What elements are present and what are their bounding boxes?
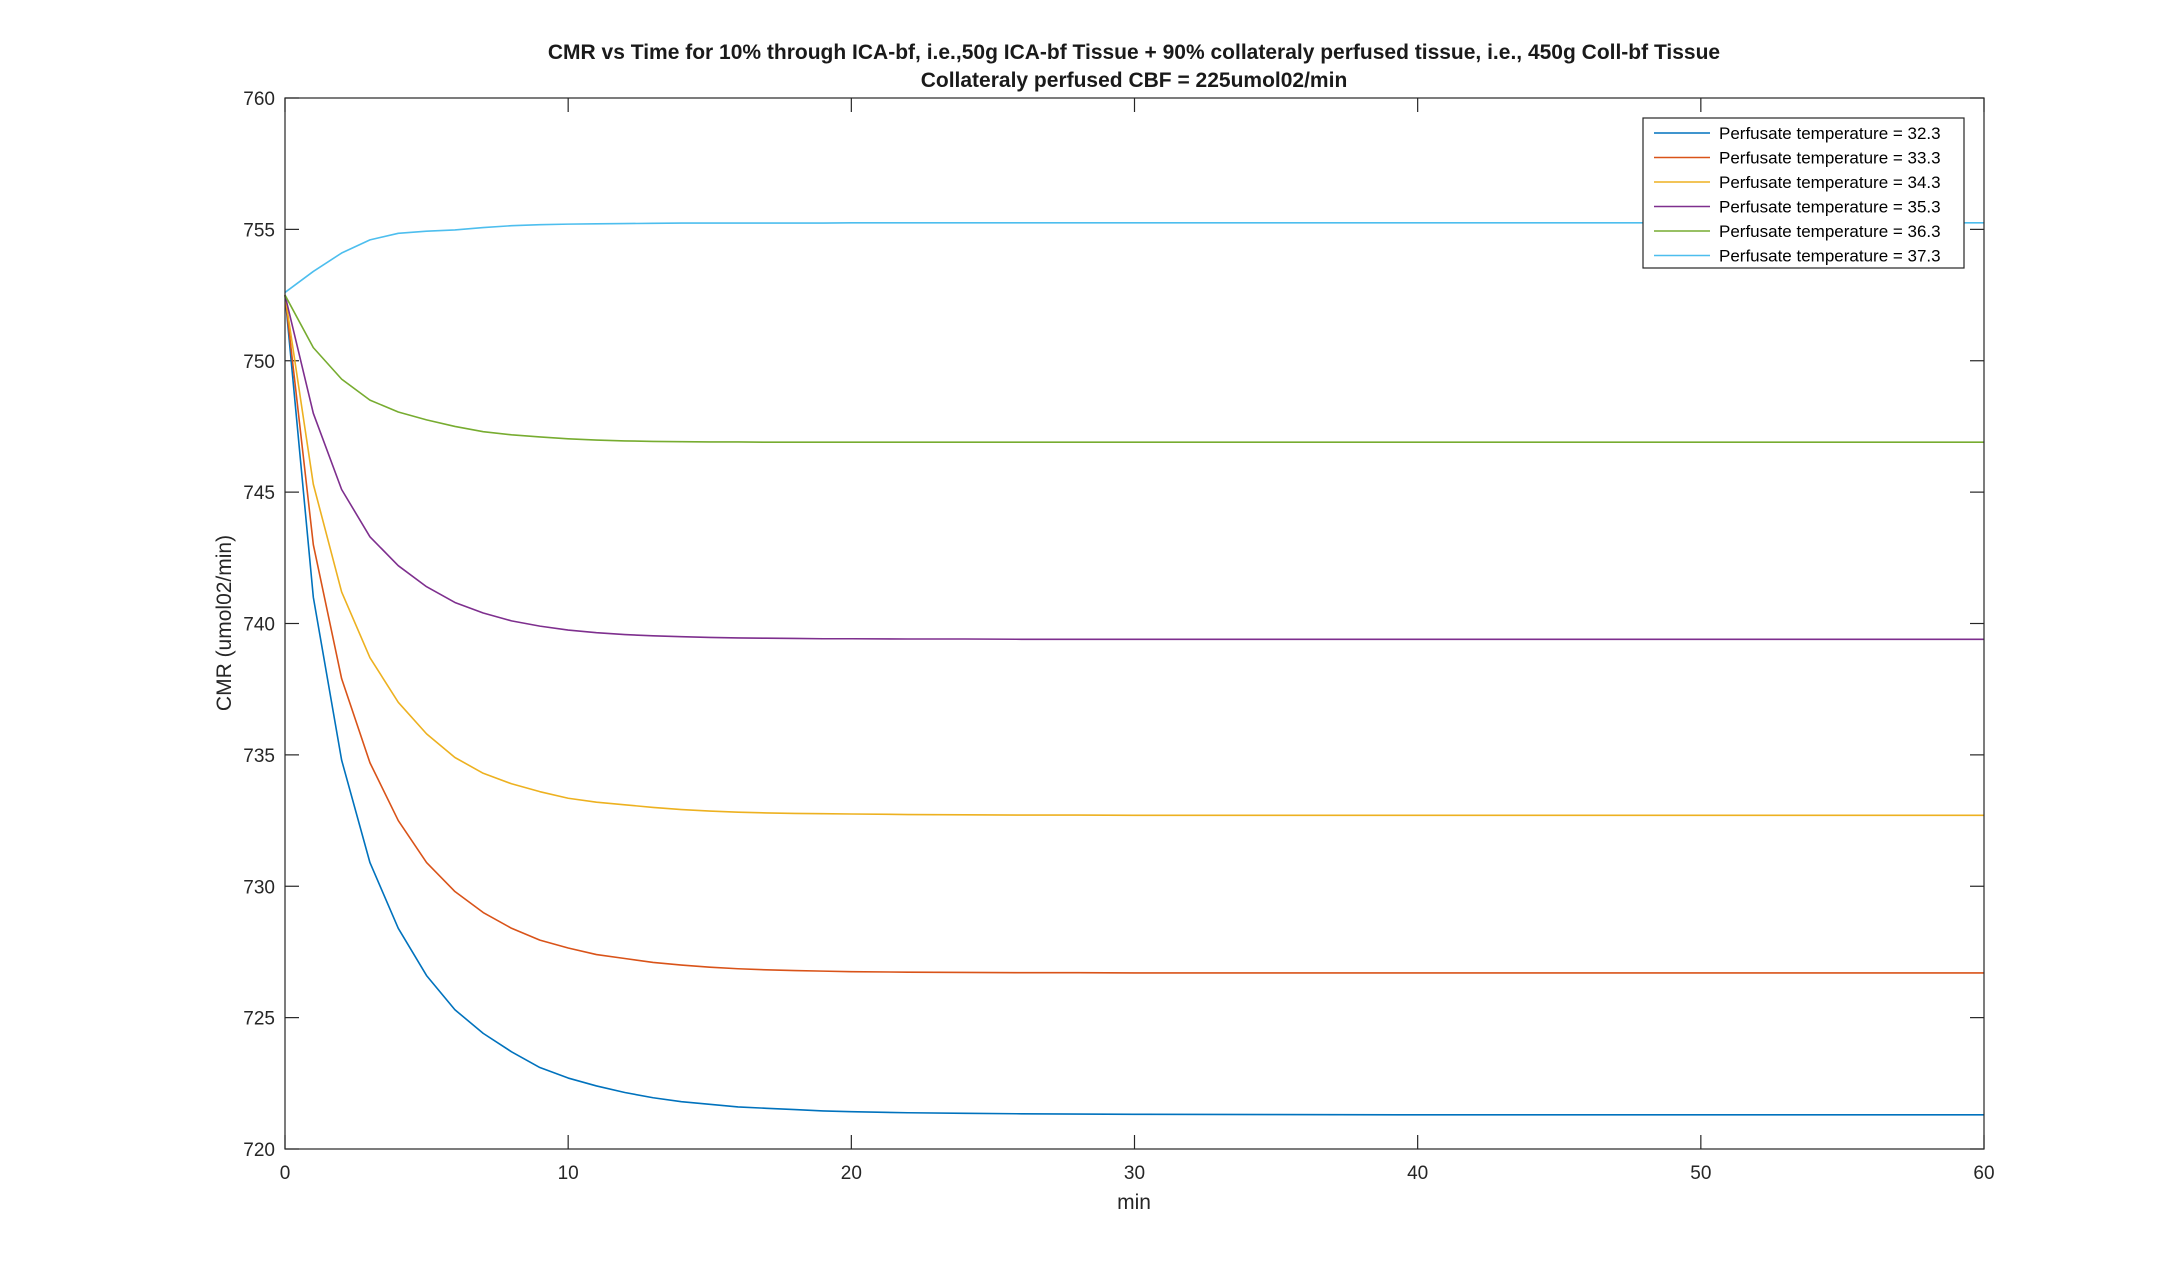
y-tick-label: 750 <box>243 352 275 373</box>
legend-entry-3: Perfusate temperature = 34.3 <box>1719 173 1941 192</box>
series-line-4 <box>284 294 1984 641</box>
y-tick-label: 755 <box>243 220 275 241</box>
series-line-1 <box>284 294 1984 1116</box>
plot-area: 0 10 20 30 40 50 60 720 725 730 735 740 745 750 755 76… <box>243 89 1994 1184</box>
legend: Perfusate temperature = 32.3 Perfusate te… <box>1642 117 1965 269</box>
y-axis-label: CMR (umol02/min) <box>213 535 236 711</box>
y-tick-label: 735 <box>243 746 275 767</box>
series-line-3 <box>284 294 1984 817</box>
legend-entry-5: Perfusate temperature = 36.3 <box>1719 222 1941 241</box>
x-tick-label: 0 <box>280 1163 291 1184</box>
y-tick-label: 760 <box>243 89 275 110</box>
y-tick-labels: 720 725 730 735 740 745 750 755 760 <box>243 89 275 1161</box>
legend-entry-4: Perfusate temperature = 35.3 <box>1719 198 1941 217</box>
legend-entry-2: Perfusate temperature = 33.3 <box>1719 149 1941 168</box>
y-tick-label: 725 <box>243 1009 275 1030</box>
y-tick-label: 745 <box>243 483 275 504</box>
legend-entry-1: Perfusate temperature = 32.3 <box>1719 124 1941 143</box>
plot-background <box>285 98 1984 1149</box>
series-line-5 <box>284 294 1984 444</box>
x-tick-label: 30 <box>1124 1163 1145 1184</box>
chart-subtitle: Collateraly perfused CBF = 225umol02/min <box>921 69 1348 92</box>
series-line-2 <box>284 294 1984 974</box>
y-tick-label: 740 <box>243 615 275 636</box>
x-tick-label: 40 <box>1407 1163 1428 1184</box>
y-tick-label: 720 <box>243 1140 275 1161</box>
legend-items: Perfusate temperature = 32.3 Perfusate te… <box>1654 124 1941 266</box>
series-line-6 <box>284 222 1984 294</box>
x-axis-label: min <box>1117 1191 1151 1214</box>
x-tick-label: 10 <box>558 1163 579 1184</box>
chart-title: CMR vs Time for 10% through ICA-bf, i.e.… <box>548 41 1720 64</box>
x-tick-label: 60 <box>1973 1163 1994 1184</box>
legend-box <box>1642 117 1965 269</box>
x-tick-label: 20 <box>841 1163 862 1184</box>
plot-frame <box>284 97 1985 1150</box>
series-lines <box>284 222 1984 1116</box>
legend-entry-6: Perfusate temperature = 37.3 <box>1719 247 1941 266</box>
x-tick-label: 50 <box>1690 1163 1711 1184</box>
y-tick-label: 730 <box>243 877 275 898</box>
x-tick-labels: 0 10 20 30 40 50 60 <box>280 1163 1995 1184</box>
